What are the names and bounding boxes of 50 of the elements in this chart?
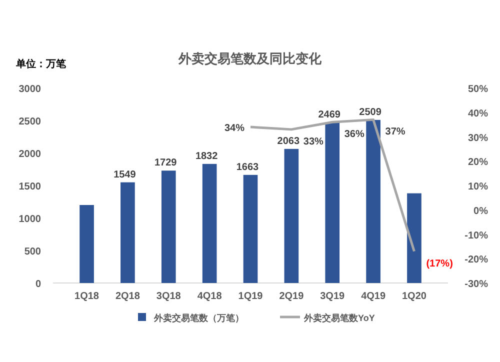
y2-tick-label: 50% [468,84,488,95]
chart-title: 外卖交易笔数及同比变化 [178,51,322,66]
y2-tick-label: -10% [464,230,488,242]
y2-tick-label: 10% [468,182,488,192]
data-label: 37% [385,126,406,138]
y2-tick-label: -20% [464,254,488,266]
x-tick-label: 3Q19 [320,291,346,302]
x-tick-label: 3Q18 [156,291,182,302]
data-label: 36% [344,129,364,140]
y-tick-label: 2000 [18,149,42,160]
y-tick-label: 3000 [18,84,42,95]
data-label: 1832 [195,150,218,162]
x-tick-label: 1Q19 [238,291,264,302]
data-label: 1729 [154,158,178,169]
legend-label: 外卖交易笔数YoY [303,313,375,323]
y2-tick-label: 0% [474,206,488,217]
y-tick-label: 500 [24,246,42,258]
x-tick-label: 1Q18 [74,291,100,302]
y-tick-label: 2500 [18,116,42,128]
y2-tick-label: 30% [468,132,488,144]
bar [366,120,380,283]
text: 单位：万笔 [15,58,67,70]
bar [243,174,258,283]
x-tick-label: 4Q19 [361,291,386,302]
data-label: 2063 [277,136,300,147]
y-tick-label: 1000 [18,214,42,225]
x-tick-label: 2Q18 [115,291,140,302]
bar [202,164,217,283]
bar [80,205,94,283]
x-tick-label: 1Q20 [402,291,427,302]
data-label: 34% [224,123,245,134]
bar [161,170,176,283]
y2-tick-label: 20% [468,157,488,168]
y-tick-label: 1500 [18,182,42,192]
bar [284,148,299,283]
data-label: 2509 [359,106,382,118]
bar [120,182,135,283]
x-tick-label: 2Q19 [279,291,304,302]
legend-label: 外卖交易笔数（万笔） [153,313,244,323]
data-label: 1549 [114,169,136,180]
data-label: 33% [303,136,324,148]
y2-tick-label: -30% [464,279,488,290]
data-label: (17%) [426,258,453,270]
bar [407,193,422,283]
data-label: 2469 [318,110,341,121]
data-label: 1663 [236,162,260,173]
y-tick-label: 0 [35,279,42,290]
y2-tick-label: 40% [468,108,488,120]
x-tick-label: 4Q18 [197,291,222,302]
bar [325,122,340,283]
